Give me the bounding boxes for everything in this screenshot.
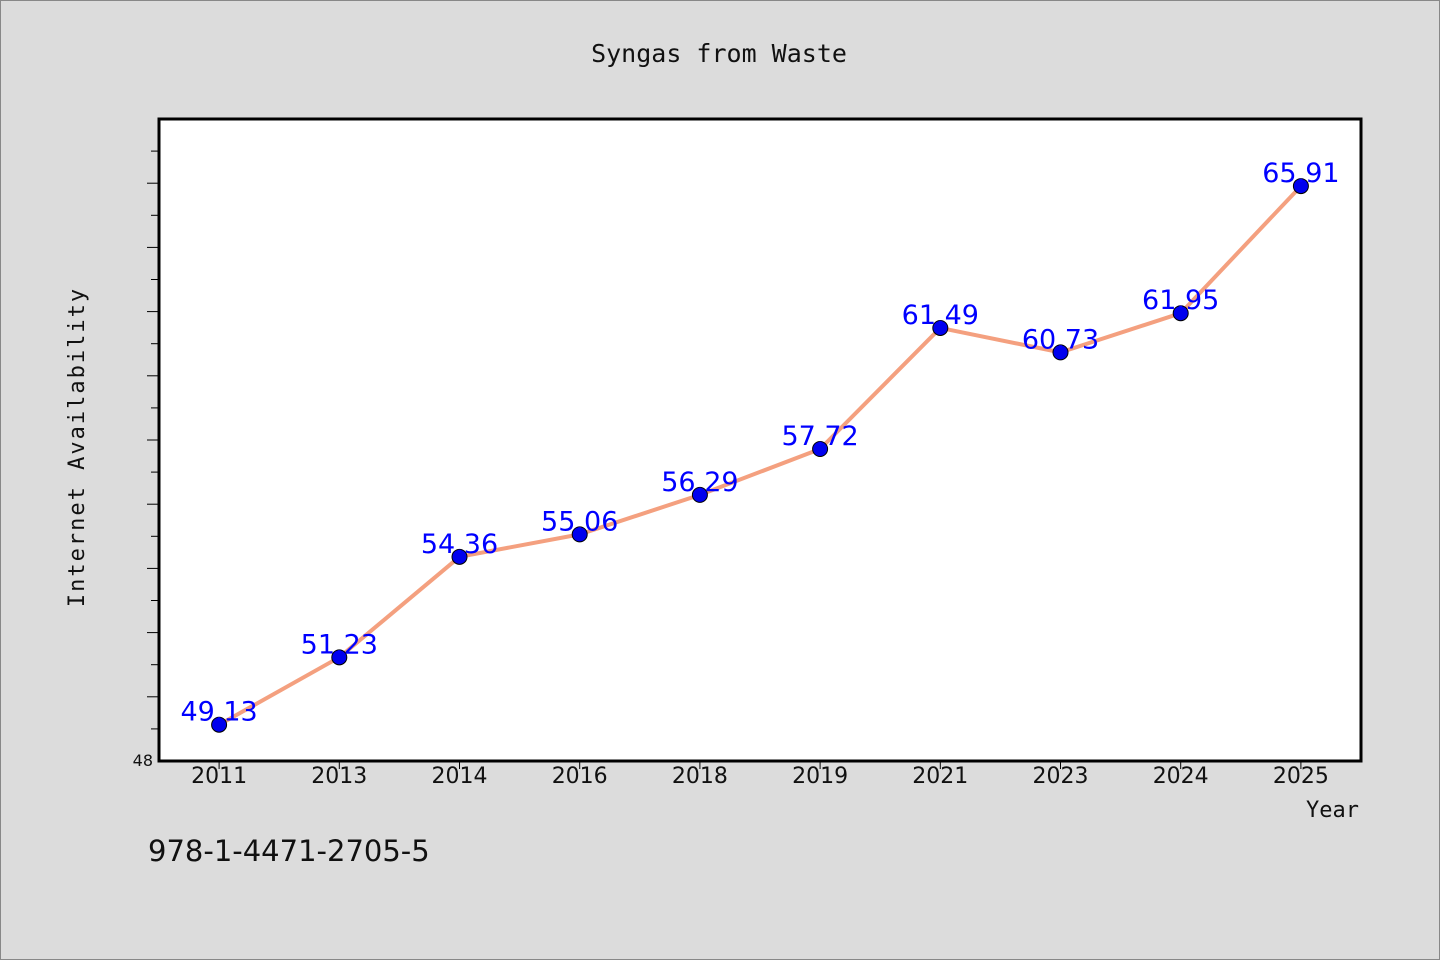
x-tick-label: 2018 <box>672 764 728 789</box>
data-label: 56.29 <box>661 467 738 498</box>
data-label: 61.49 <box>902 300 979 331</box>
data-label: 61.95 <box>1142 285 1219 316</box>
data-point <box>571 526 588 543</box>
x-tick-label: 2024 <box>1153 764 1209 789</box>
data-point <box>932 319 949 336</box>
y-tick-label: 48 <box>133 751 153 770</box>
x-tick-label: 2014 <box>432 764 488 789</box>
data-point <box>691 486 708 503</box>
series-line <box>217 184 1303 727</box>
data-label: 49.13 <box>180 697 257 728</box>
series-layer: 49.13 51.23 54.36 55.06 56.29 57.72 61.49 60.73… <box>180 158 1340 733</box>
y-axis-ticks: 48 <box>133 150 159 770</box>
isbn-text: 978-1-4471-2705-5 <box>148 834 430 868</box>
x-tick-label: 2013 <box>311 764 367 789</box>
x-tick-label: 2016 <box>552 764 608 789</box>
data-point <box>451 548 468 565</box>
data-label: 57.72 <box>781 421 858 452</box>
data-label: 65.91 <box>1262 158 1339 189</box>
plot-area <box>157 117 1363 763</box>
data-label: 54.36 <box>421 529 498 560</box>
x-axis-label: Year <box>1306 798 1359 823</box>
data-point <box>812 440 829 457</box>
data-point <box>1292 178 1309 195</box>
data-point <box>1172 305 1189 322</box>
data-label: 51.23 <box>301 629 378 660</box>
x-tick-label: 2025 <box>1273 764 1329 789</box>
chart-title: Syngas from Waste <box>591 39 847 68</box>
x-tick-label: 2019 <box>792 764 848 789</box>
x-tick-label: 2011 <box>191 764 247 789</box>
data-label: 60.73 <box>1022 324 1099 355</box>
x-axis-ticks: 2011 2013 2014 2016 2018 2019 2021 2023 2024 2025 <box>191 761 1329 789</box>
x-tick-label: 2021 <box>912 764 968 789</box>
data-label: 55.06 <box>541 506 618 537</box>
data-point <box>331 649 348 666</box>
data-point <box>1052 344 1069 361</box>
x-tick-label: 2023 <box>1033 764 1089 789</box>
data-point <box>211 716 228 733</box>
y-axis-label: Internet Availability <box>65 287 90 607</box>
